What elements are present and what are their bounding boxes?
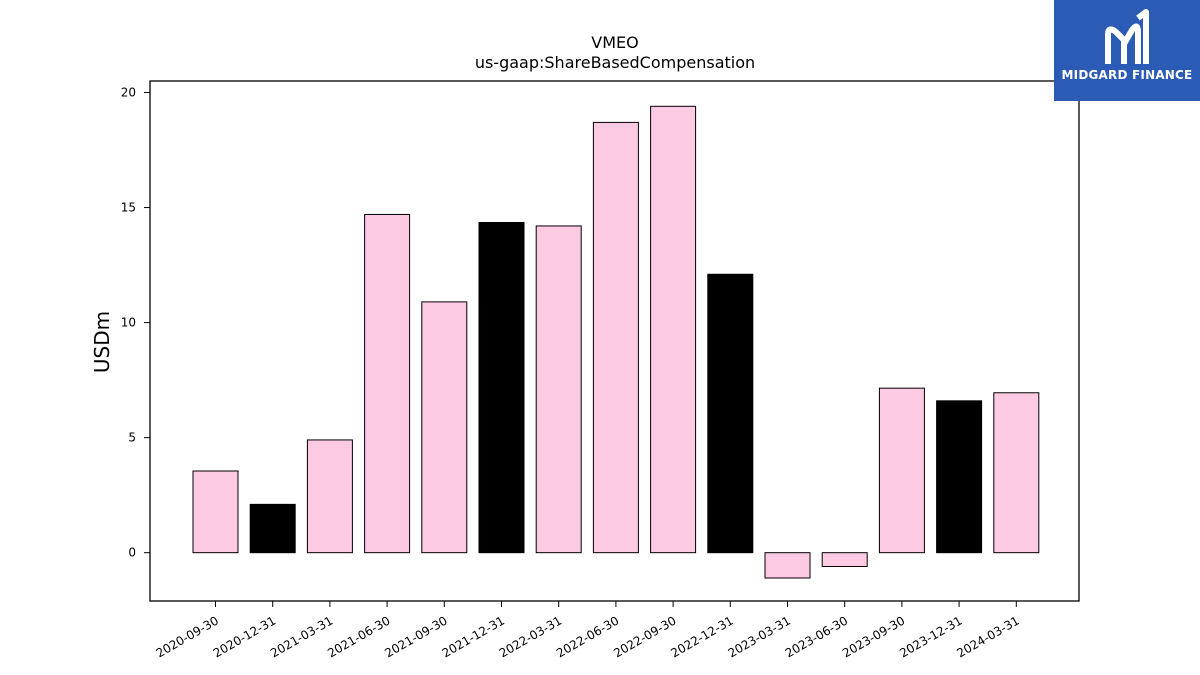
y-tick-label: 5 <box>128 431 136 445</box>
bar-2022-09-30 <box>650 105 697 554</box>
x-tick-label: 2020-12-31 <box>211 613 278 660</box>
bar-2021-09-30 <box>421 301 468 554</box>
y-tick-label: 10 <box>121 316 136 330</box>
y-axis-label: USDm <box>90 311 114 373</box>
x-tick-label: 2021-09-30 <box>382 613 449 660</box>
bar-2021-12-31 <box>478 222 525 554</box>
bar-2021-03-31 <box>306 439 353 554</box>
plot-area: 051015202020-09-302020-12-312021-03-3120… <box>121 86 1040 660</box>
x-tick-label: 2023-03-31 <box>726 613 793 660</box>
bar-2022-03-31 <box>535 225 582 554</box>
x-tick-label: 2021-06-30 <box>325 613 392 660</box>
x-tick-label: 2022-06-30 <box>554 613 621 660</box>
bar-2022-06-30 <box>592 121 639 554</box>
x-tick-label: 2022-09-30 <box>611 613 678 660</box>
bar-2020-12-31 <box>249 503 296 554</box>
x-tick-label: 2023-09-30 <box>840 613 907 660</box>
x-tick-label: 2023-06-30 <box>783 613 850 660</box>
bar-2023-03-31 <box>764 552 811 579</box>
bar-2020-09-30 <box>192 470 239 554</box>
x-tick-label: 2020-09-30 <box>154 613 221 660</box>
x-tick-label: 2022-03-31 <box>497 613 564 660</box>
bar-2023-09-30 <box>878 387 925 554</box>
y-tick-label: 0 <box>128 546 136 560</box>
chart-subtitle: us-gaap:ShareBasedCompensation <box>475 53 755 72</box>
chart-title: VMEO <box>591 33 638 52</box>
plot-frame <box>149 80 1080 602</box>
bar-2023-12-31 <box>936 400 983 554</box>
x-tick-label: 2022-12-31 <box>668 613 735 660</box>
bar-2023-06-30 <box>821 552 868 567</box>
y-tick-label: 20 <box>121 86 136 100</box>
x-tick-label: 2024-03-31 <box>954 613 1021 660</box>
x-tick-label: 2021-03-31 <box>268 613 335 660</box>
logo-text: MIDGARD FINANCE <box>1061 68 1193 82</box>
midgard-logo-icon <box>1105 9 1149 64</box>
bar-2021-06-30 <box>364 213 411 554</box>
bar-2024-03-31 <box>993 392 1040 554</box>
bar-2022-12-31 <box>707 273 754 554</box>
brand-logo: MIDGARD FINANCE <box>1054 0 1200 101</box>
x-tick-label: 2023-12-31 <box>897 613 964 660</box>
y-tick-label: 15 <box>121 201 136 215</box>
x-tick-label: 2021-12-31 <box>440 613 507 660</box>
